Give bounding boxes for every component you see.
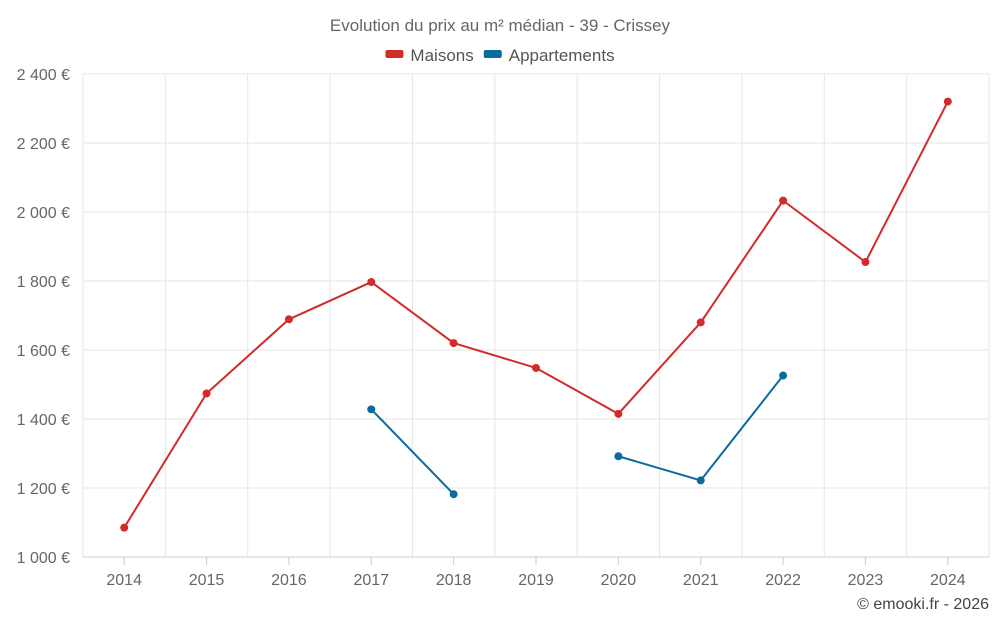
- data-point: [284, 315, 293, 324]
- data-point: [779, 196, 788, 205]
- data-point: [367, 405, 376, 414]
- data-point: [943, 97, 952, 106]
- data-point: [696, 476, 705, 485]
- y-tick-label: 1 400 €: [17, 412, 70, 429]
- series-appartements: [367, 371, 788, 499]
- legend: Maisons Appartements: [385, 46, 615, 65]
- data-point: [202, 389, 211, 398]
- legend-swatch: [483, 50, 502, 58]
- series-line: [618, 374, 784, 482]
- x-tick-label: 2017: [353, 572, 389, 589]
- series-group: [120, 97, 952, 532]
- y-tick-label: 2 200 €: [17, 136, 70, 153]
- data-point: [779, 371, 788, 380]
- legend-item-appartements: Appartements: [483, 46, 615, 65]
- x-tick-label: 2019: [518, 572, 554, 589]
- x-tick-label: 2021: [683, 572, 719, 589]
- data-point: [367, 278, 376, 287]
- legend-label: Maisons: [410, 46, 473, 65]
- y-tick-label: 1 600 €: [17, 343, 70, 360]
- gridlines: [82, 73, 990, 558]
- legend-item-maisons: Maisons: [385, 46, 474, 65]
- data-point: [614, 452, 623, 461]
- data-point: [449, 490, 458, 499]
- x-tick-label: 2015: [189, 572, 225, 589]
- x-tick-label: 2024: [930, 572, 966, 589]
- data-point: [120, 523, 129, 532]
- series-maisons: [120, 97, 952, 532]
- y-tick-label: 1 200 €: [17, 481, 70, 498]
- credit-text: © emooki.fr - 2026: [857, 596, 989, 613]
- data-point: [861, 258, 870, 267]
- series-line: [370, 408, 455, 495]
- chart-title: Evolution du prix au m² médian - 39 - Cr…: [330, 16, 671, 35]
- y-tick-label: 1 000 €: [17, 550, 70, 567]
- legend-swatch: [385, 50, 404, 58]
- data-point: [532, 363, 540, 372]
- y-tick-label: 1 800 €: [17, 274, 70, 291]
- x-tick-label: 2023: [848, 572, 884, 589]
- legend-label: Appartements: [509, 46, 615, 65]
- x-tick-label: 2018: [436, 572, 472, 589]
- data-point: [614, 409, 623, 418]
- axes: 1 000 € 1 200 € 1 400 € 1 600 € 1 800 € 2 000…: [17, 67, 989, 589]
- x-tick-label: 2016: [271, 572, 307, 589]
- y-tick-label: 2 400 €: [17, 67, 70, 84]
- y-tick-label: 2 000 €: [17, 205, 70, 222]
- x-tick-label: 2022: [765, 572, 801, 589]
- x-tick-label: 2020: [601, 572, 637, 589]
- x-tick-label: 2014: [106, 572, 142, 589]
- data-point: [449, 339, 458, 348]
- data-point: [696, 318, 705, 327]
